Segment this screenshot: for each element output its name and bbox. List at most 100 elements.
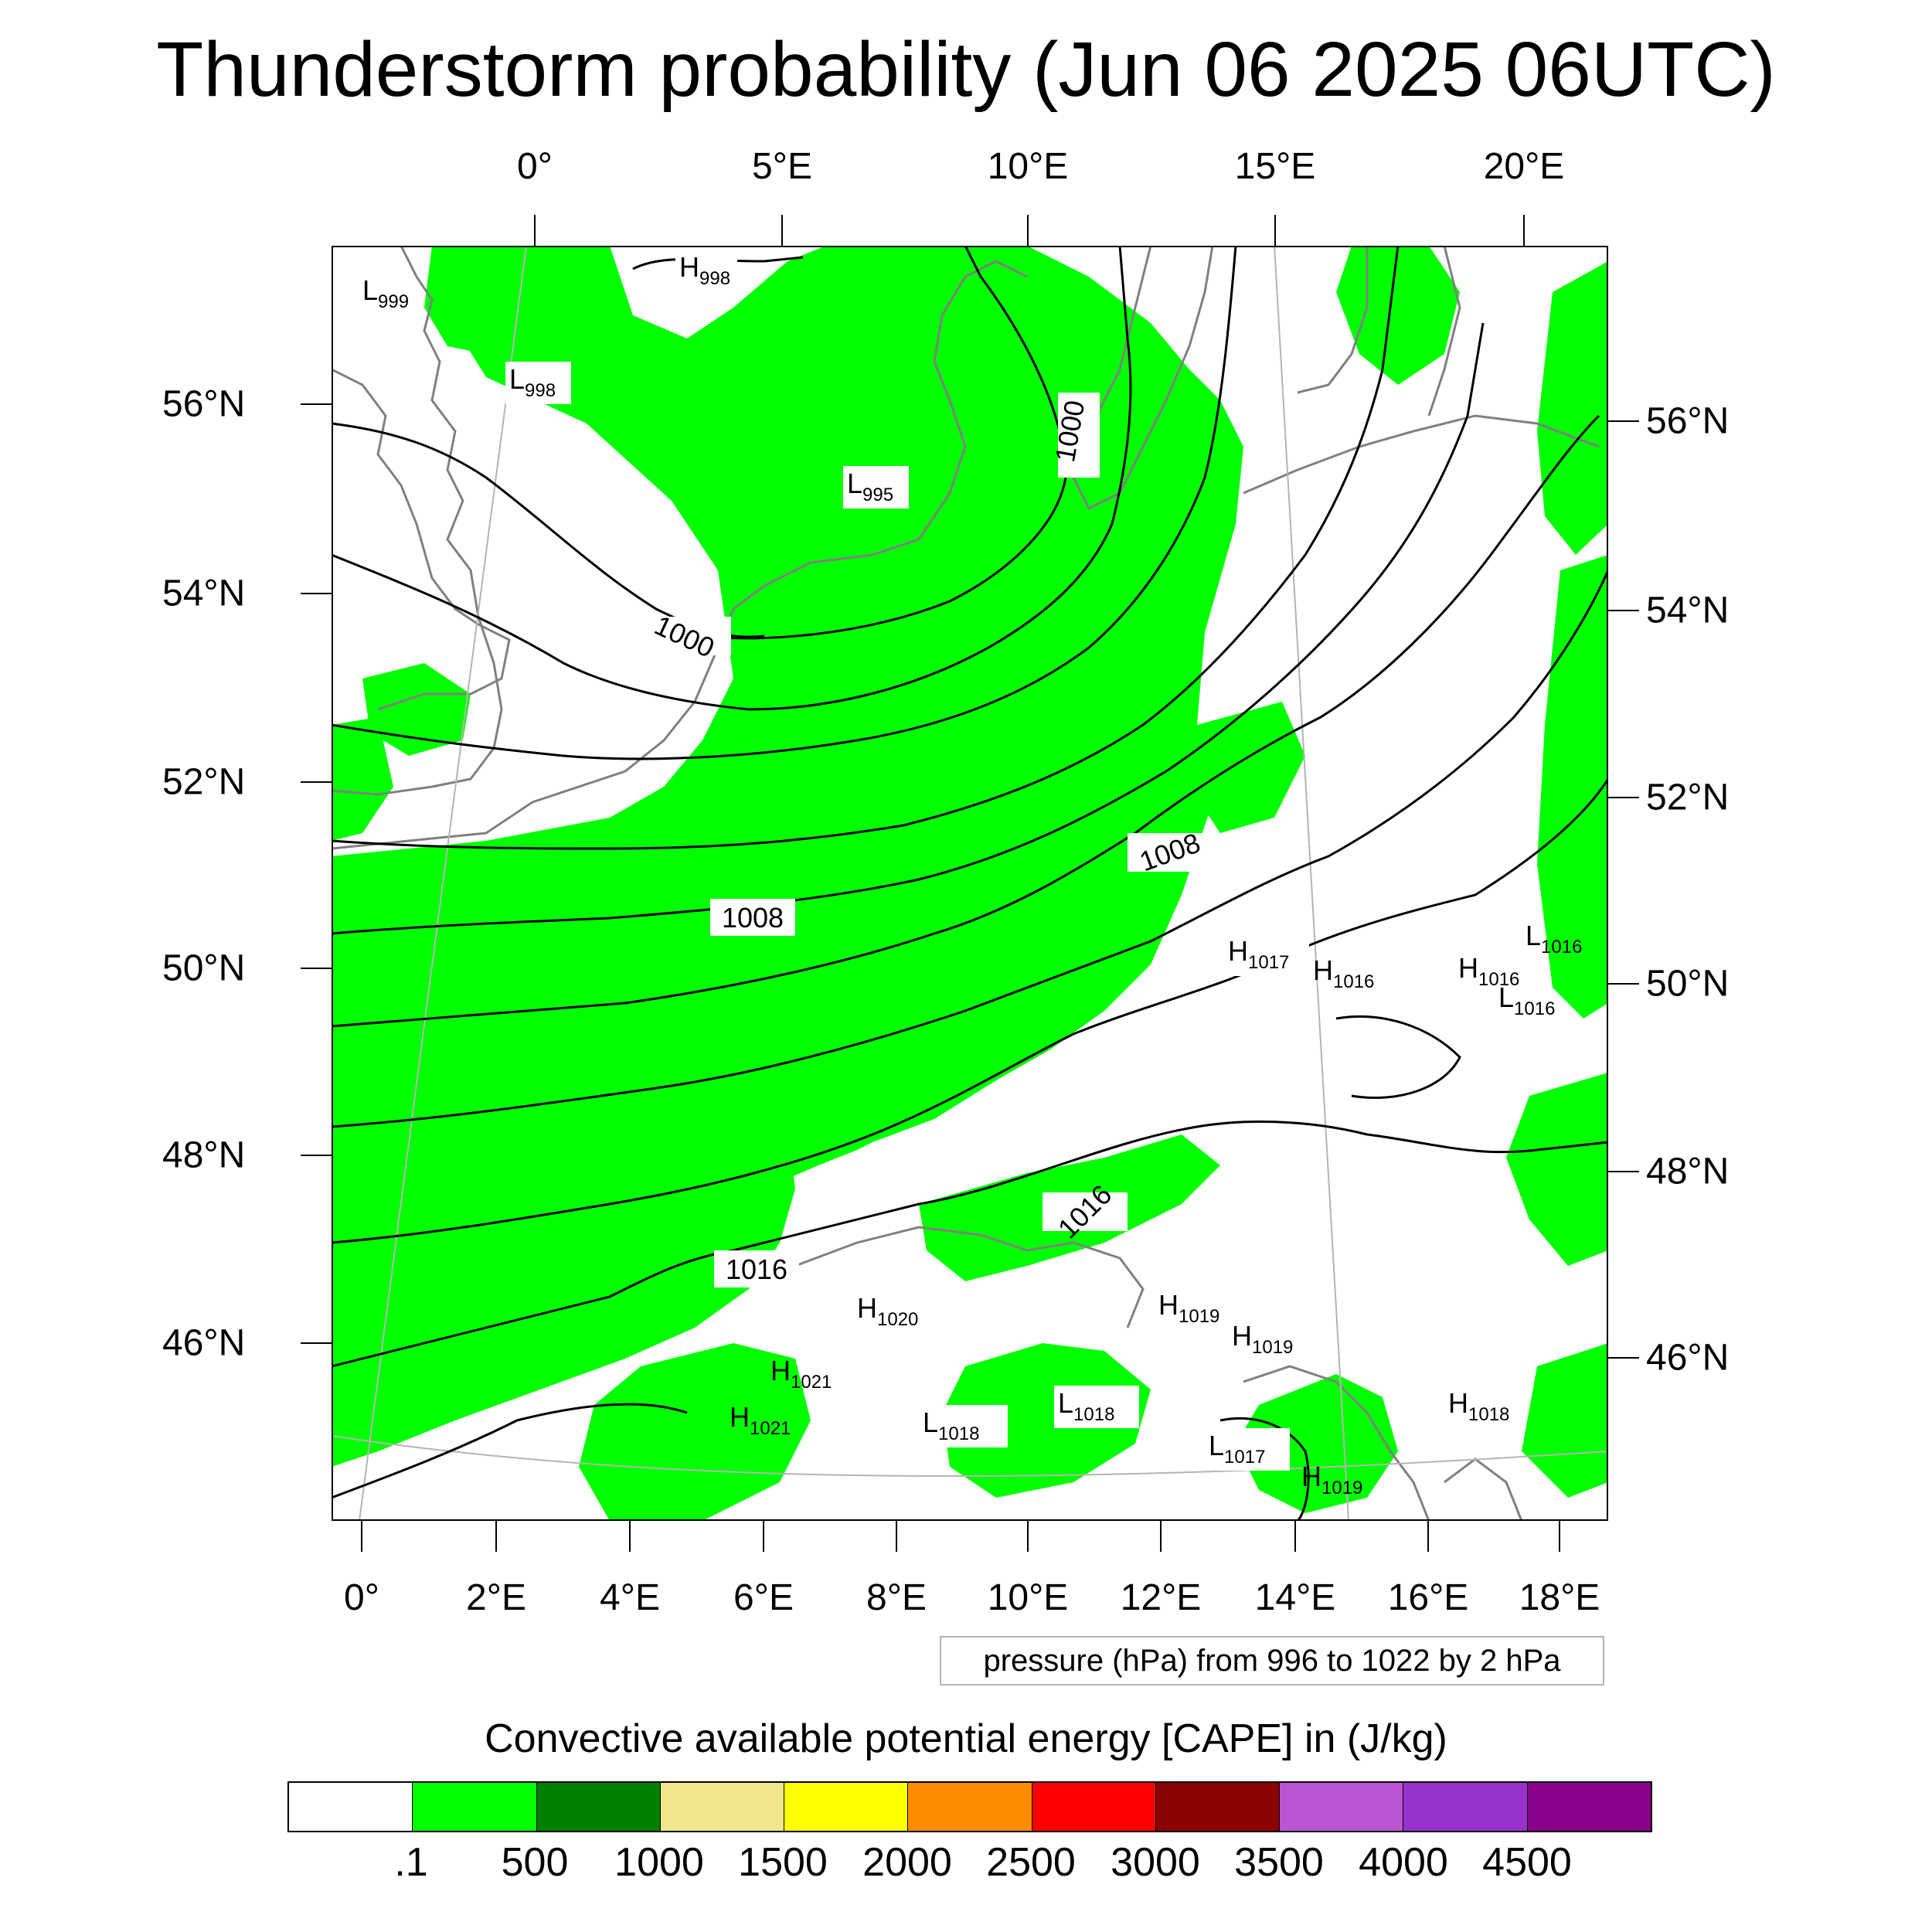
colorbar-segment: [1403, 1783, 1528, 1831]
center-value: 1016: [1514, 998, 1555, 1019]
cape-area-west-edge: [332, 717, 393, 841]
bottom-lon-tick: 8°E: [866, 1577, 927, 1618]
center-value: 999: [378, 291, 409, 312]
colorbar-label: 3000: [1111, 1840, 1200, 1885]
pressure-center: L998: [505, 362, 571, 404]
center-value: 1017: [1224, 1447, 1265, 1468]
cape-area-southwest: [332, 1096, 795, 1467]
colorbar-segment: [289, 1783, 413, 1831]
svg-text:H1016: H1016: [1458, 952, 1519, 990]
colorbar-label: 2000: [862, 1840, 952, 1885]
colorbar-label: 1500: [738, 1840, 828, 1885]
colorbar-segment: [784, 1783, 909, 1831]
center-value: 1016: [1541, 937, 1582, 957]
right-lat-tick: 48°N: [1646, 1151, 1730, 1192]
pressure-center: H1017: [1224, 934, 1309, 976]
pressure-center: H1016: [1458, 952, 1519, 990]
right-lat-tick: 56°N: [1646, 400, 1730, 442]
pressure-center: H1021: [770, 1355, 832, 1393]
center-type: H: [1228, 935, 1248, 967]
bottom-lon-tick: 14°E: [1254, 1577, 1336, 1618]
svg-text:H1019: H1019: [1158, 1289, 1219, 1327]
center-type: L: [847, 468, 862, 499]
svg-text:H998: H998: [679, 251, 730, 289]
right-lat-tick: 54°N: [1646, 590, 1730, 631]
colorbar-label: 1000: [614, 1840, 704, 1885]
center-type: L: [509, 363, 525, 395]
center-type: H: [1313, 954, 1333, 986]
cape-area-main: [332, 246, 1243, 1405]
top-lon-tick: 20°E: [1483, 146, 1565, 187]
pressure-center: L1016: [1498, 981, 1555, 1019]
center-type: L: [1209, 1430, 1224, 1461]
center-type: H: [679, 251, 699, 283]
center-value: 1021: [750, 1418, 791, 1439]
colorbar-title: Convective available potential energy [C…: [485, 1716, 1447, 1761]
left-lat-tick: 56°N: [162, 383, 246, 425]
left-lat-tick: 50°N: [162, 947, 246, 989]
center-value: 1019: [1252, 1337, 1293, 1358]
pressure-center: L995: [843, 466, 909, 509]
bottom-lon-tick: 16°E: [1387, 1577, 1469, 1618]
colorbar-segment: [536, 1783, 661, 1831]
center-type: H: [1232, 1320, 1252, 1352]
isobar-label-group: 1000 1000 1008 1008 1016 1016: [638, 393, 1213, 1287]
cape-field: [332, 246, 1608, 1521]
center-type: H: [1301, 1461, 1321, 1492]
colorbar-label: 4000: [1359, 1840, 1448, 1885]
pressure-center: L999: [362, 274, 409, 312]
svg-text:H1017: H1017: [1228, 935, 1289, 973]
cape-area-central: [733, 895, 1135, 1173]
colorbar-segment: [413, 1783, 537, 1831]
center-type: H: [770, 1355, 791, 1386]
weather-map: 1000 1000 1008 1008 1016 1016 H998 L999 …: [332, 246, 1608, 1521]
graticule: [332, 246, 1608, 1521]
center-type: L: [1526, 920, 1541, 951]
top-lon-tick: 0°: [517, 146, 553, 187]
isobar-label: 1016: [726, 1253, 787, 1285]
center-value: 995: [862, 485, 893, 505]
pressure-center: H1021: [730, 1401, 791, 1439]
center-value: 998: [699, 268, 730, 289]
bottom-lon-tick: 6°E: [733, 1577, 794, 1618]
svg-text:L1018: L1018: [923, 1406, 979, 1444]
svg-text:L1017: L1017: [1209, 1430, 1265, 1468]
colorbar-segment: [1527, 1783, 1651, 1831]
pressure-center: H998: [675, 250, 737, 289]
colorbar-label: 500: [501, 1840, 569, 1885]
center-type: H: [1158, 1289, 1179, 1321]
center-type: H: [1458, 952, 1478, 984]
pressure-center: L1016: [1526, 920, 1582, 957]
colorbar-label: 2500: [986, 1840, 1076, 1885]
pressure-center: H1019: [1301, 1461, 1362, 1498]
pressure-center: H1018: [1448, 1387, 1509, 1425]
center-value: 1018: [1073, 1404, 1114, 1425]
colorbar-segment: [1280, 1783, 1404, 1831]
pressure-center-group: H998 L999 L998 L995 H1017 H1016 H1016 L1…: [362, 250, 1582, 1498]
cape-area-north: [424, 246, 579, 354]
colorbar-label: .1: [394, 1840, 428, 1885]
pressure-center: H1020: [857, 1292, 918, 1330]
left-lat-tick: 48°N: [162, 1134, 246, 1176]
isobar-label: 1008: [722, 902, 784, 934]
center-value: 1021: [791, 1372, 832, 1393]
map-title: Thunderstorm probability (Jun 06 2025 06…: [156, 26, 1776, 113]
svg-text:L999: L999: [362, 274, 409, 312]
svg-text:L998: L998: [509, 363, 556, 401]
cape-area-east: [1537, 555, 1608, 1019]
center-type: L: [923, 1406, 938, 1438]
right-lat-tick: 52°N: [1646, 777, 1730, 818]
svg-text:H1021: H1021: [730, 1401, 791, 1439]
svg-text:L1016: L1016: [1498, 981, 1555, 1019]
center-value: 1020: [877, 1309, 918, 1330]
center-value: 1016: [1333, 971, 1374, 992]
center-type: L: [1058, 1387, 1073, 1419]
svg-text:H1021: H1021: [770, 1355, 832, 1393]
cape-area-italy: [942, 1343, 1151, 1498]
contour-info-box: pressure (hPa) from 996 to 1022 by 2 hPa: [940, 1636, 1604, 1685]
cape-area-southeast: [1522, 1343, 1608, 1498]
center-value: 1016: [1478, 969, 1519, 990]
cape-area-northeast: [1537, 261, 1608, 555]
pressure-center: H1016: [1313, 954, 1374, 992]
bottom-lon-tick: 18°E: [1519, 1577, 1600, 1618]
